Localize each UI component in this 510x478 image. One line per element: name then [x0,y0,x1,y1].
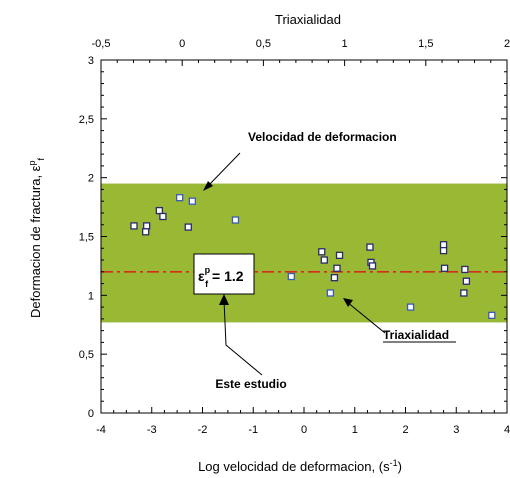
data-point [330,274,339,282]
y-tick-label: 0 [88,408,94,420]
top-x-axis-title: Triaxialidad [275,12,341,27]
equation-symbol: ε [198,268,205,284]
annotation-estudio: Este estudio [215,377,286,391]
y-tick-label: 1 [88,290,94,302]
data-points [130,194,496,319]
data-point [318,248,326,256]
arrowhead-velocidad [203,181,213,191]
data-point [176,194,184,202]
y-tick-label: 2,5 [79,114,94,126]
equation-sup: p [205,265,211,275]
data-point [440,264,449,272]
y-axis-title-sup: p [27,161,37,166]
x-tick-label: 1 [352,424,358,436]
data-point [320,256,328,264]
x-tick-label: -2 [198,424,208,436]
data-point [335,251,344,259]
data-point [231,216,240,224]
equation-value: = 1.2 [208,268,244,284]
x-tick-label: 2 [402,424,408,436]
data-point [142,228,150,236]
y-tick-labels: 0 0,5 1 1,5 2 2,5 3 [79,55,94,420]
data-point [143,222,151,230]
data-point [366,243,374,251]
x-axis-title: Log velocidad de deformacion, (s-1) [198,458,402,474]
data-point [326,289,335,297]
x-axis-title-sup: -1 [390,458,398,468]
top-x-tick-label: 1,5 [418,38,433,50]
plot-frame [100,59,508,414]
x-tick-label: -1 [248,424,258,436]
data-point [368,262,377,270]
data-point [406,303,415,311]
annotation-triaxialidad: Triaxialidad [383,328,449,342]
annotation-velocidad: Velocidad de deformacion [248,130,397,144]
y-axis-title: Deformacion de fractura, εpf [27,158,46,319]
data-point [130,222,138,230]
x-tick-label: -3 [147,424,157,436]
data-point [462,277,471,285]
top-x-tick-label: 0,5 [256,38,271,50]
top-x-tick-label: 2 [504,38,510,50]
x-tick-label: -4 [96,424,106,436]
equation-box [193,253,255,295]
data-point [184,223,192,231]
scatter-band [101,183,507,323]
y-axis-title-main: Deformacion de fractura, ε [28,165,43,318]
data-point [460,289,468,297]
top-x-tick-label: 0 [179,38,185,50]
arrowhead-estudio [219,294,229,305]
x-tick-label: 3 [453,424,459,436]
y-tick-label: 2 [88,173,94,185]
y-axis-title-sub: f [36,158,46,161]
data-point [488,311,496,319]
top-x-tick-labels: -0,5 0 0,5 1 1,5 2 [92,38,510,50]
x-axis-title-main: Log velocidad de deformacion, (s [198,459,390,474]
x-axis-title-close: ) [398,459,402,474]
y-tick-label: 0,5 [79,349,94,361]
arrow-triaxialidad [346,301,386,334]
x-tick-label: 4 [504,424,510,436]
data-point [159,212,167,221]
arrow-velocidad [206,152,241,188]
arrowhead-triaxialidad [343,298,353,307]
data-point [188,197,197,205]
x-tick-label: 0 [301,424,307,436]
x-tick-labels: -4 -3 -2 -1 0 1 2 3 4 [96,424,510,436]
data-point [155,206,164,215]
top-x-tick-label: 1 [342,38,348,50]
top-x-tick-label: -0,5 [92,38,111,50]
data-point [333,264,341,272]
equation-label: εp f = 1.2 [198,265,244,289]
data-point [461,265,469,274]
equation-sub: f [205,279,209,289]
data-point [287,272,295,281]
y-tick-label: 1,5 [79,232,94,244]
data-point [439,241,448,249]
arrow-estudio [223,299,263,376]
data-point [439,246,448,255]
y-tick-label: 3 [88,55,94,67]
